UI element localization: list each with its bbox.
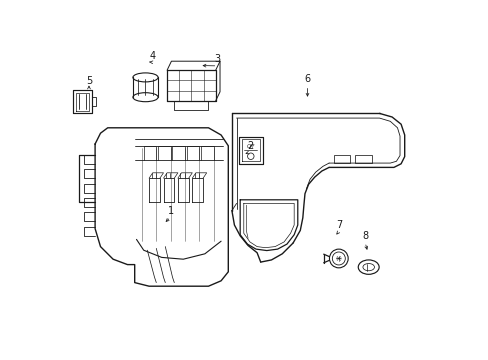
Text: 1: 1 bbox=[167, 206, 173, 216]
Bar bbox=[333, 155, 349, 163]
Text: 6: 6 bbox=[304, 74, 310, 84]
Text: 4: 4 bbox=[149, 51, 156, 61]
Text: 2: 2 bbox=[246, 141, 252, 151]
Text: 7: 7 bbox=[335, 220, 341, 230]
Text: Off: Off bbox=[246, 144, 254, 149]
Text: 5: 5 bbox=[86, 76, 92, 86]
Text: 3: 3 bbox=[214, 54, 220, 64]
Bar bbox=[355, 155, 371, 163]
Text: 8: 8 bbox=[361, 231, 367, 241]
